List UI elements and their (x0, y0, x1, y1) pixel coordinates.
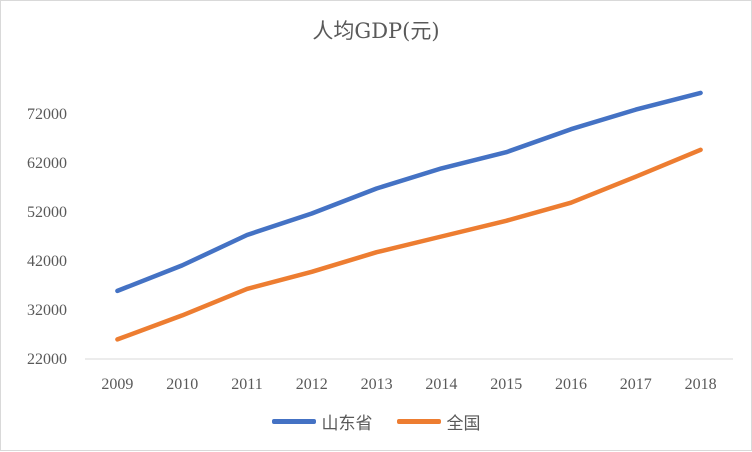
legend-item-national: 全国 (397, 409, 481, 434)
x-tick-label: 2018 (685, 376, 717, 393)
x-axis-ticks: 2009 2010 2011 2012 2013 2014 2015 2016 2017 2018 (101, 376, 716, 393)
x-tick-label: 2016 (555, 376, 587, 393)
x-tick-label: 2013 (361, 376, 393, 393)
y-tick-label: 62000 (27, 155, 67, 172)
x-tick-label: 2011 (231, 376, 262, 393)
series-lines (117, 93, 700, 340)
x-tick-label: 2017 (620, 376, 652, 393)
legend-swatch-shandong (272, 419, 316, 424)
y-tick-label: 72000 (27, 106, 67, 123)
y-tick-label: 52000 (27, 204, 67, 221)
x-tick-label: 2012 (296, 376, 328, 393)
legend-label-national: 全国 (447, 409, 481, 434)
x-tick-label: 2014 (425, 376, 457, 393)
x-tick-label: 2009 (101, 376, 133, 393)
x-tick-label: 2015 (490, 376, 522, 393)
y-axis-ticks: 22000 32000 42000 52000 62000 72000 (27, 106, 67, 368)
legend-label-shandong: 山东省 (322, 409, 373, 434)
legend-swatch-national (397, 419, 441, 424)
y-tick-label: 42000 (27, 253, 67, 270)
legend: 山东省 全国 (1, 409, 751, 434)
series-line-shandong (117, 93, 700, 291)
legend-item-shandong: 山东省 (272, 409, 373, 434)
x-tick-label: 2010 (166, 376, 198, 393)
y-tick-label: 32000 (27, 302, 67, 319)
y-tick-label: 22000 (27, 351, 67, 368)
